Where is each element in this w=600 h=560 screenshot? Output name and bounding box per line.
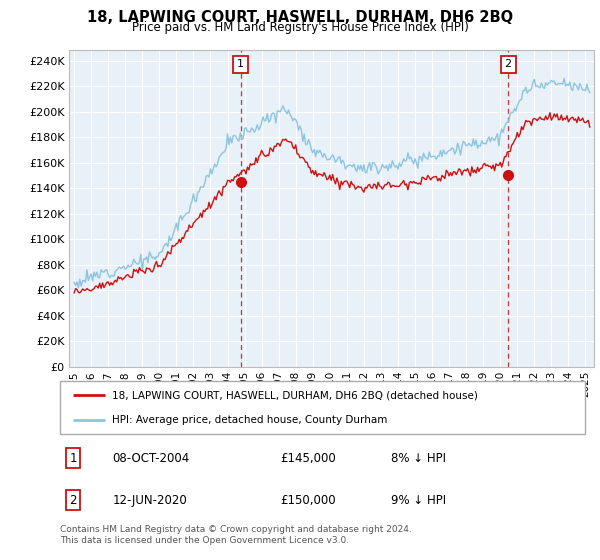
Text: 12-JUN-2020: 12-JUN-2020 (113, 493, 187, 507)
Text: 08-OCT-2004: 08-OCT-2004 (113, 451, 190, 465)
Text: 1: 1 (237, 59, 244, 69)
Text: Price paid vs. HM Land Registry's House Price Index (HPI): Price paid vs. HM Land Registry's House … (131, 21, 469, 34)
Text: £150,000: £150,000 (281, 493, 336, 507)
Text: £145,000: £145,000 (281, 451, 336, 465)
FancyBboxPatch shape (60, 381, 585, 434)
Text: 18, LAPWING COURT, HASWELL, DURHAM, DH6 2BQ (detached house): 18, LAPWING COURT, HASWELL, DURHAM, DH6 … (113, 390, 478, 400)
Text: 1: 1 (70, 451, 77, 465)
Text: 18, LAPWING COURT, HASWELL, DURHAM, DH6 2BQ: 18, LAPWING COURT, HASWELL, DURHAM, DH6 … (87, 10, 513, 25)
Text: 9% ↓ HPI: 9% ↓ HPI (391, 493, 446, 507)
Text: 2: 2 (70, 493, 77, 507)
Text: Contains HM Land Registry data © Crown copyright and database right 2024.
This d: Contains HM Land Registry data © Crown c… (60, 525, 412, 545)
Text: 2: 2 (505, 59, 512, 69)
Text: HPI: Average price, detached house, County Durham: HPI: Average price, detached house, Coun… (113, 414, 388, 424)
Text: 8% ↓ HPI: 8% ↓ HPI (391, 451, 446, 465)
